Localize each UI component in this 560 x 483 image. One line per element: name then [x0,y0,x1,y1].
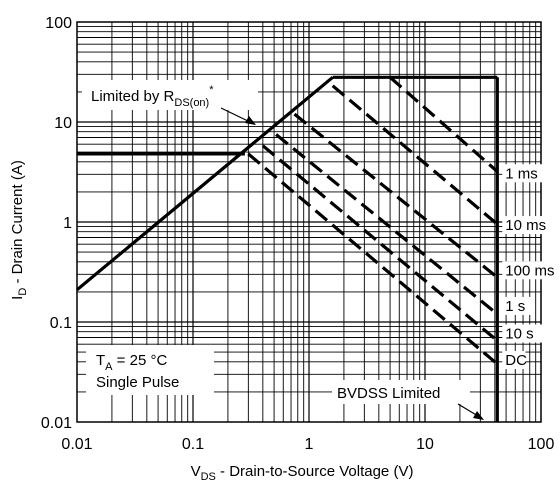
y-axis-label: ID - Drain Current (A) [9,160,29,300]
series-label: DC [505,352,527,369]
series-label-bg [502,296,535,315]
y-tick-label: 0.01 [41,415,72,432]
bvdss-arrow-line [457,403,479,417]
series-label-bg [502,216,552,235]
series-line-DC [247,152,499,366]
ta-annotation: TA = 25 °C [96,352,167,373]
x-tick-label: 0.1 [182,436,204,453]
rds-annotation-text: Limited by R [91,88,175,105]
y-axis-label-rest: - Drain Current (A) [9,160,26,288]
boundary-lines [75,75,499,422]
series-label: 1 s [505,298,525,315]
ta-annotation-sub: A [105,361,113,373]
tick-labels: 0.01 0.1 1 10 100 0.01 0.1 1 10 100 [41,15,555,453]
x-tick-label: 10 [416,436,434,453]
series-label: 10 ms [505,217,546,234]
x-axis-label-sub: DS [201,471,216,483]
series-label-bg [502,324,543,343]
bvdss-label-bg [332,380,470,404]
series-labels: 1 ms 10 ms 100 ms 1 s 10 s DC [502,164,560,370]
bvdss-arrow-head [473,411,484,420]
series-label: 100 ms [505,262,554,279]
series-line-10-s [261,144,499,342]
x-tick-label: 100 [528,436,555,453]
ta-annotation-rest: = 25 °C [113,352,168,369]
y-axis-label-sub: D [17,288,29,296]
rds-arrow-head [245,116,256,125]
series-line-10-ms [331,84,499,226]
series-lines [247,76,499,366]
series-label: 1 ms [505,165,538,182]
pulse-annotation: Single Pulse [96,374,179,391]
series-label-bg [502,261,560,280]
x-tick-label: 1 [305,436,314,453]
series-label-bg [502,164,543,183]
y-tick-label: 1 [63,215,72,232]
rds-arrow-line [220,107,251,123]
y-tick-label: 0.1 [50,315,72,332]
x-axis-label: VDS - Drain-to-Source Voltage (V) [191,463,414,483]
ta-label-bg [86,345,214,395]
rds-annotation-sub: DS(on) [174,97,209,109]
y-tick-label: 100 [45,15,72,32]
series-line-1-s [275,133,499,316]
rds-label-bg [82,80,258,110]
y-tick-label: 10 [54,115,72,132]
series-label-bg [502,351,526,370]
rds-annotation: Limited by RDS(on)* [91,84,214,109]
bvdss-annotation: BVDSS Limited [337,385,440,402]
rds-on-limit-line [75,76,334,292]
y-axis-label-main: I [9,296,26,300]
series-label: 10 s [505,325,533,342]
rds-annotation-sup: * [209,84,214,96]
x-axis-label-main: V [191,463,201,480]
series-line-1-ms [389,76,499,173]
x-axis-label-rest: - Drain-to-Source Voltage (V) [216,463,414,480]
x-tick-label: 0.01 [61,436,92,453]
ta-annotation-text: T [96,352,105,369]
